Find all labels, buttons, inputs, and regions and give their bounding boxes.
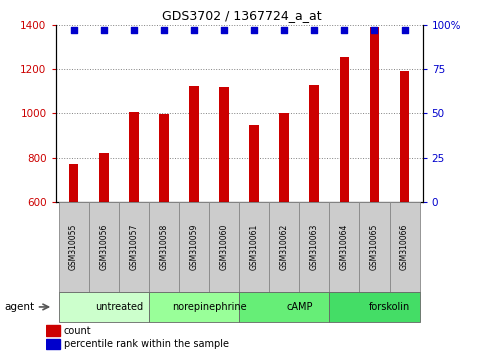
- Bar: [359, 202, 389, 292]
- Text: GSM310065: GSM310065: [370, 224, 379, 270]
- Text: cAMP: cAMP: [286, 302, 313, 312]
- Bar: [58, 202, 89, 292]
- Point: [160, 27, 168, 33]
- Text: GSM310061: GSM310061: [250, 224, 258, 270]
- Bar: [299, 202, 329, 292]
- Text: forskolin: forskolin: [369, 302, 410, 312]
- Text: agent: agent: [5, 302, 35, 312]
- Text: GSM310060: GSM310060: [220, 224, 228, 270]
- Point: [250, 27, 258, 33]
- Bar: [209, 202, 239, 292]
- Bar: [310, 85, 319, 202]
- Bar: [89, 202, 119, 292]
- Text: percentile rank within the sample: percentile rank within the sample: [64, 339, 229, 349]
- Point: [190, 27, 198, 33]
- Bar: [149, 202, 179, 292]
- Point: [401, 27, 409, 33]
- Bar: [369, 27, 379, 202]
- Text: GDS3702 / 1367724_a_at: GDS3702 / 1367724_a_at: [162, 9, 321, 22]
- Bar: [329, 202, 359, 292]
- Text: count: count: [64, 326, 91, 336]
- Text: GSM310056: GSM310056: [99, 224, 108, 270]
- Bar: [340, 57, 349, 202]
- Bar: [58, 292, 149, 322]
- Bar: [249, 125, 259, 202]
- Bar: [119, 202, 149, 292]
- Bar: [279, 113, 289, 202]
- Bar: [219, 87, 229, 202]
- Point: [341, 27, 348, 33]
- Bar: [389, 202, 420, 292]
- Text: GSM310058: GSM310058: [159, 224, 169, 270]
- Point: [70, 27, 77, 33]
- Bar: [129, 112, 139, 202]
- Bar: [189, 86, 199, 202]
- Text: GSM310059: GSM310059: [189, 224, 199, 270]
- Text: GSM310064: GSM310064: [340, 224, 349, 270]
- Bar: [400, 71, 410, 202]
- Point: [280, 27, 288, 33]
- Bar: [46, 339, 60, 349]
- Bar: [159, 114, 169, 202]
- Text: norepinephrine: norepinephrine: [171, 302, 246, 312]
- Text: GSM310055: GSM310055: [69, 224, 78, 270]
- Point: [130, 27, 138, 33]
- Bar: [329, 292, 420, 322]
- Text: GSM310066: GSM310066: [400, 224, 409, 270]
- Point: [220, 27, 228, 33]
- Bar: [69, 164, 78, 202]
- Bar: [179, 202, 209, 292]
- Bar: [239, 202, 269, 292]
- Point: [370, 27, 378, 33]
- Text: untreated: untreated: [95, 302, 143, 312]
- Point: [311, 27, 318, 33]
- Text: GSM310057: GSM310057: [129, 224, 138, 270]
- Bar: [46, 325, 60, 336]
- Bar: [269, 202, 299, 292]
- Point: [100, 27, 108, 33]
- Bar: [99, 153, 109, 202]
- Bar: [239, 292, 329, 322]
- Bar: [149, 292, 239, 322]
- Text: GSM310062: GSM310062: [280, 224, 289, 270]
- Text: GSM310063: GSM310063: [310, 224, 319, 270]
